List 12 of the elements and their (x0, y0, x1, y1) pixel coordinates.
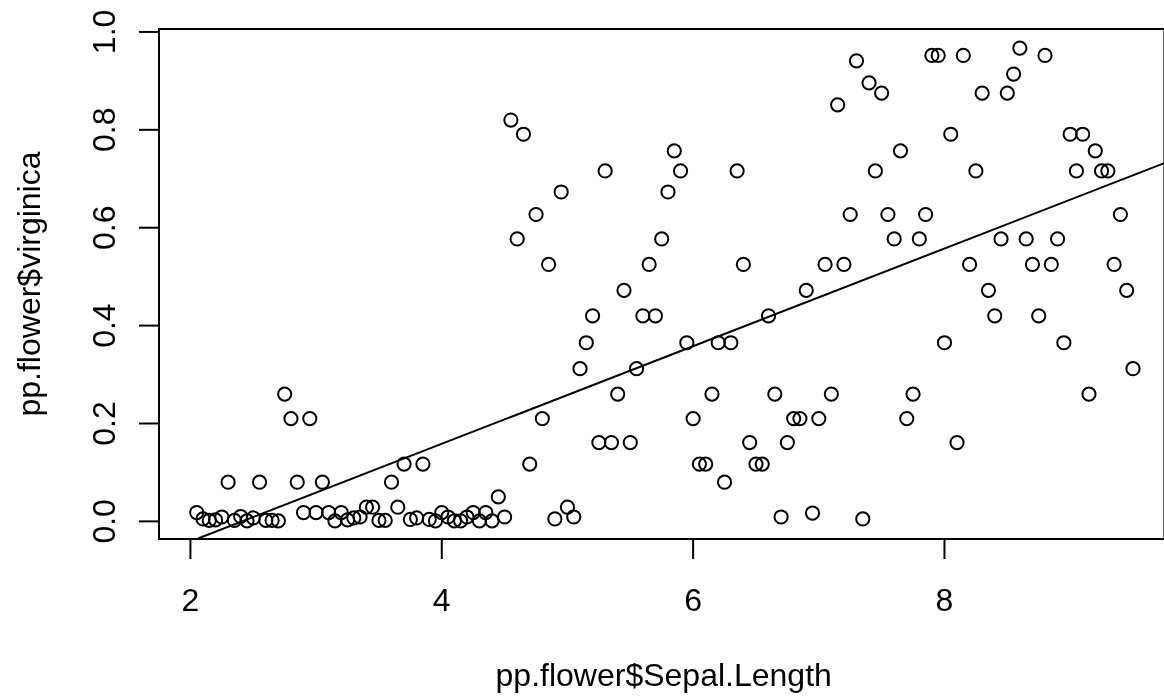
x-tick-label: 4 (432, 582, 451, 618)
y-axis-title: pp.flower$virginica (11, 151, 47, 417)
y-tick-label: 0.6 (86, 205, 122, 250)
x-tick-label: 8 (935, 582, 954, 618)
x-tick-label: 2 (181, 582, 200, 618)
y-tick-label: 1.0 (86, 9, 122, 55)
x-tick-label: 6 (684, 582, 703, 618)
y-tick-label: 0.2 (86, 401, 122, 446)
y-tick-label: 0.0 (86, 499, 122, 544)
y-tick-label: 0.8 (86, 107, 122, 153)
y-tick-label: 0.4 (86, 303, 122, 348)
x-axis-title: pp.flower$Sepal.Length (495, 657, 832, 693)
